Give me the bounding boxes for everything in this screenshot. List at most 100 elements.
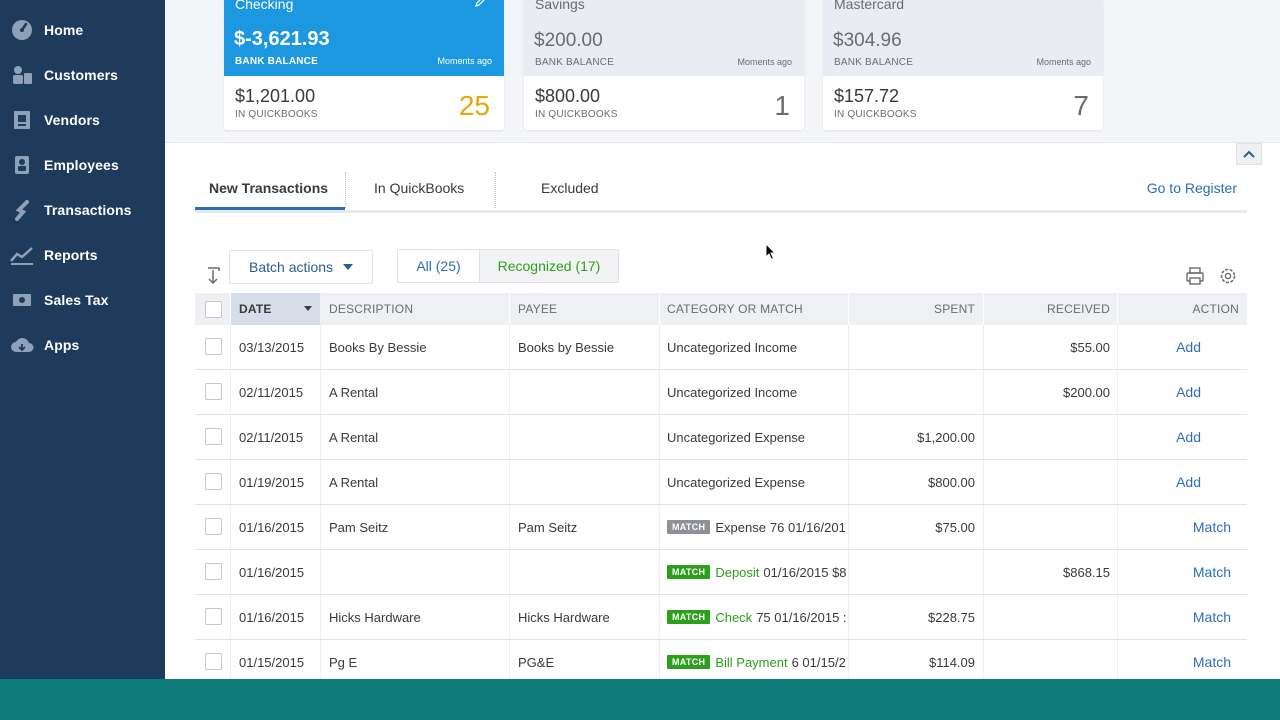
sidebar-item-customers[interactable]: Customers xyxy=(0,57,165,93)
sidebar-item-label: Employees xyxy=(44,157,119,173)
table-row[interactable]: 02/11/2015 A Rental Uncategorized Income $2… xyxy=(195,370,1247,415)
category-cell[interactable]: MATCH Bill Payment 6 01/15/2 xyxy=(667,640,848,684)
column-divider xyxy=(659,640,660,684)
header-divider xyxy=(848,293,849,325)
mouse-pointer-icon xyxy=(765,242,777,261)
quickbooks-balance: $1,201.00 xyxy=(235,86,316,106)
pencil-icon[interactable] xyxy=(474,0,488,8)
column-divider xyxy=(320,550,321,594)
select-all-checkbox[interactable] xyxy=(205,301,222,318)
column-header-date[interactable]: DATE xyxy=(231,293,320,325)
row-checkbox[interactable] xyxy=(205,473,222,490)
table-header: DATE DESCRIPTION PAYEE CATEGORY OR MATCH… xyxy=(195,293,1247,325)
column-divider xyxy=(509,595,510,639)
category-text: 76 01/16/201 xyxy=(769,519,846,535)
gear-icon[interactable] xyxy=(1218,266,1238,286)
add-button[interactable]: Add xyxy=(1176,339,1201,355)
account-card-checking[interactable]: Checking $-3,621.93 BANK BALANCE Moments… xyxy=(224,0,504,130)
print-icon[interactable] xyxy=(1185,266,1205,286)
column-divider xyxy=(509,460,510,504)
column-divider xyxy=(1117,415,1118,459)
add-button[interactable]: Add xyxy=(1176,474,1201,490)
row-checkbox[interactable] xyxy=(205,518,222,535)
row-checkbox[interactable] xyxy=(205,563,222,580)
match-button[interactable]: Match xyxy=(1192,609,1231,625)
go-to-register-link[interactable]: Go to Register xyxy=(1146,180,1237,196)
sidebar-item-reports[interactable]: Reports xyxy=(0,237,165,273)
employees-icon xyxy=(10,153,34,177)
add-button[interactable]: Add xyxy=(1176,429,1201,445)
batch-actions-button[interactable]: Batch actions xyxy=(229,250,373,284)
row-checkbox[interactable] xyxy=(205,653,222,670)
column-divider xyxy=(230,325,231,369)
sidebar-item-transactions[interactable]: Transactions xyxy=(0,192,165,228)
column-header-spent[interactable]: SPENT xyxy=(933,302,975,316)
updated-time: Moments ago xyxy=(737,57,792,67)
table-row[interactable]: 01/19/2015 A Rental Uncategorized Expense $… xyxy=(195,460,1247,505)
account-card-savings[interactable]: Savings $200.00 BANK BALANCE Moments ago… xyxy=(524,0,804,130)
payee-cell: Books by Bessie xyxy=(518,339,615,355)
row-checkbox[interactable] xyxy=(205,338,222,355)
match-button[interactable]: Match xyxy=(1192,519,1231,535)
tab-in-quickbooks[interactable]: In QuickBooks xyxy=(374,180,465,196)
payee-cell: PG&E xyxy=(518,654,555,670)
match-type[interactable]: Deposit xyxy=(715,564,760,580)
match-type[interactable]: Expense xyxy=(715,519,766,535)
tab-new-transactions[interactable]: New Transactions xyxy=(209,180,329,196)
date-cell: 02/11/2015 xyxy=(239,384,304,400)
payee-cell: Pam Seitz xyxy=(518,519,578,535)
match-type[interactable]: Bill Payment xyxy=(715,654,788,670)
match-button[interactable]: Match xyxy=(1192,654,1231,670)
sidebar-item-vendors[interactable]: Vendors xyxy=(0,102,165,138)
tab-divider xyxy=(345,172,346,208)
category-cell[interactable]: MATCH Deposit 01/16/2015 $8 xyxy=(667,550,848,594)
column-divider xyxy=(509,505,510,549)
column-header-description[interactable]: DESCRIPTION xyxy=(329,302,414,316)
column-divider xyxy=(848,550,849,594)
caret-down-icon xyxy=(343,264,354,270)
add-button[interactable]: Add xyxy=(1176,384,1201,400)
column-divider xyxy=(1117,370,1118,414)
chevron-up-icon xyxy=(1243,145,1255,163)
table-row[interactable]: 01/16/2015 Hicks Hardware Hicks Hardware MA… xyxy=(195,595,1247,640)
column-header-received[interactable]: RECEIVED xyxy=(1047,302,1110,316)
category-cell[interactable]: MATCH Expense 76 01/16/201 xyxy=(667,505,848,549)
column-divider xyxy=(1117,505,1118,549)
bank-balance-label: BANK BALANCE xyxy=(235,56,318,67)
received-cell xyxy=(990,505,1110,549)
table-row[interactable]: 03/13/2015 Books By Bessie Books by Bessie… xyxy=(195,325,1247,370)
column-divider xyxy=(320,370,321,414)
category-cell[interactable]: Uncategorized Income xyxy=(667,370,848,414)
table-row[interactable]: 02/11/2015 A Rental Uncategorized Expense $… xyxy=(195,415,1247,460)
category-cell[interactable]: Uncategorized Expense xyxy=(667,460,848,504)
category-cell[interactable]: MATCH Check 75 01/16/2015 : xyxy=(667,595,848,639)
row-checkbox[interactable] xyxy=(205,383,222,400)
table-row[interactable]: 01/16/2015 MATCH Deposit 01/16/2015 $8 $868.… xyxy=(195,550,1247,595)
collapse-cards-button[interactable] xyxy=(1236,143,1262,165)
sidebar-item-employees[interactable]: Employees xyxy=(0,147,165,183)
category-cell[interactable]: Uncategorized Expense xyxy=(667,415,848,459)
sidebar-item-home[interactable]: Home xyxy=(0,12,165,48)
match-badge: MATCH xyxy=(667,520,711,534)
filter-recognized-button[interactable]: Recognized (17) xyxy=(480,250,618,282)
column-divider xyxy=(659,550,660,594)
customers-icon xyxy=(10,63,34,87)
filter-all-button[interactable]: All (25) xyxy=(398,250,480,282)
tab-excluded[interactable]: Excluded xyxy=(541,180,599,196)
column-divider xyxy=(320,640,321,684)
column-header-payee[interactable]: PAYEE xyxy=(518,302,558,316)
table-row[interactable]: 01/16/2015 Pam Seitz Pam Seitz MATCH Expense… xyxy=(195,505,1247,550)
category-cell[interactable]: Uncategorized Income xyxy=(667,325,848,369)
account-card-mastercard[interactable]: Mastercard $304.96 BANK BALANCE Moments … xyxy=(823,0,1103,130)
column-divider xyxy=(983,460,984,504)
row-checkbox[interactable] xyxy=(205,608,222,625)
column-header-category[interactable]: CATEGORY OR MATCH xyxy=(667,302,803,316)
match-button[interactable]: Match xyxy=(1192,564,1231,580)
match-type[interactable]: Check xyxy=(715,609,753,625)
bulk-select-arrow-icon[interactable] xyxy=(205,266,223,286)
sidebar-item-sales-tax[interactable]: Sales Tax xyxy=(0,282,165,318)
sidebar-item-apps[interactable]: Apps xyxy=(0,327,165,363)
sidebar-item-label: Reports xyxy=(44,247,98,263)
category-text: Uncategorized Expense xyxy=(667,474,806,490)
row-checkbox[interactable] xyxy=(205,428,222,445)
